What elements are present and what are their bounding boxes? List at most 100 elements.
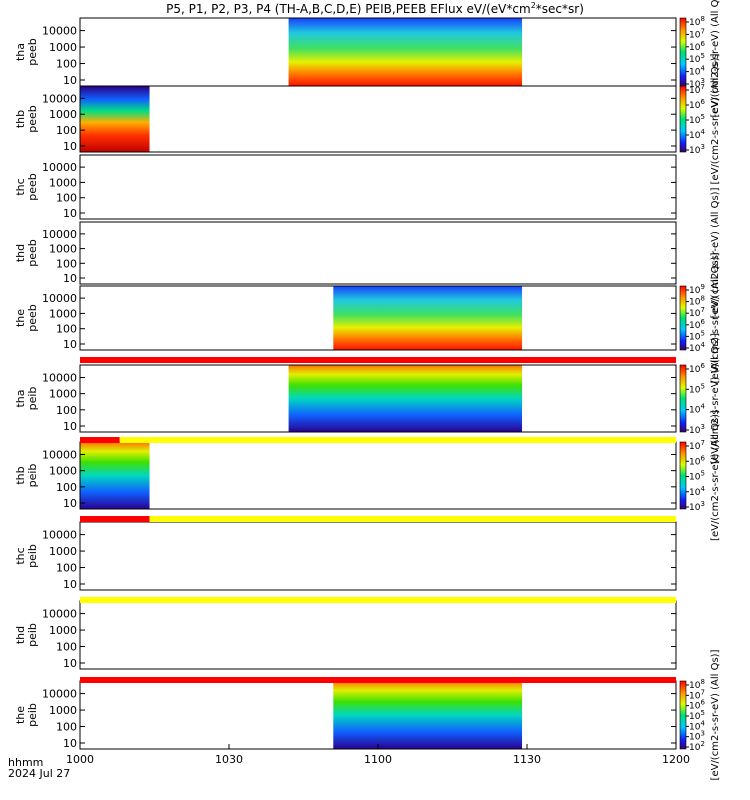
panel-label-product-thb-peib: peib — [26, 464, 39, 488]
y-tick-label-thc-peib: 10 — [63, 578, 77, 591]
flag-bars-group — [80, 357, 677, 683]
y-tick-label-thd-peeb: 100 — [56, 257, 77, 270]
footer-date: 2024 Jul 27 — [8, 767, 70, 780]
colorbar-tick-label-the-peib: 103 — [689, 730, 705, 743]
colorbar-label-the-peeb: [eV/(cm2-s-sr-eV) (All Qs)] — [710, 252, 721, 383]
panel-tha-peib: 10 100 1000 10000 tha peib 103 104 105 106 [eV/(cm… — [14, 333, 721, 464]
y-tick-label-thd-peeb: 10 — [63, 272, 77, 285]
panel-frame-thc-peib — [79, 521, 677, 591]
colorbar-tick-label-thb-peib: 107 — [689, 439, 705, 452]
spectrogram-data-thb-peib — [80, 442, 150, 509]
panel-thc-peib: 10 100 1000 10000 thc peib — [14, 521, 677, 591]
time-axis: 1000 1030 1100 1130 1200 — [66, 744, 690, 766]
colorbar-tick-label-the-peib: 105 — [689, 709, 705, 722]
colorbar-tick-label-the-peeb: 108 — [689, 295, 705, 308]
panel-label-probe-thd-peib: thd — [14, 626, 27, 644]
y-tick-label-thb-peib: 100 — [56, 481, 77, 494]
y-tick-label-tha-peib: 10 — [63, 420, 77, 433]
colorbar-label-the-peib: [eV/(cm2-s-sr-eV) (All Qs)] — [710, 649, 721, 780]
y-tick-label-thc-peeb: 10000 — [42, 161, 77, 174]
x-tick-label: 1200 — [662, 753, 690, 766]
panel-label-product-the-peeb: peeb — [26, 304, 39, 332]
colorbar-label-tha-peeb: [eV/(cm2-s-sr-eV) (All Qs)] — [710, 0, 721, 117]
colorbar-tha-peeb — [679, 17, 687, 87]
y-tick-label-tha-peeb: 10 — [63, 74, 77, 87]
colorbar-tick-label-tha-peeb: 106 — [689, 40, 705, 53]
panel-frame-thb-peeb — [79, 85, 677, 153]
panel-frame-tha-peib — [79, 364, 677, 433]
colorbar-tick-label-tha-peeb: 104 — [689, 65, 705, 78]
x-tick-label: 1000 — [66, 753, 94, 766]
x-tick-label: 1130 — [513, 753, 541, 766]
y-tick-label-the-peib: 100 — [56, 721, 77, 734]
colorbar-thb-peib — [679, 441, 687, 510]
spectrogram-data-tha-peib — [288, 365, 523, 432]
flag-segment-thd-peib — [80, 677, 676, 683]
y-tick-label-thd-peib: 10000 — [42, 608, 77, 621]
y-tick-label-tha-peib: 100 — [56, 404, 77, 417]
panel-label-probe-thb-peib: thb — [14, 466, 27, 484]
panel-label-product-thd-peib: peib — [26, 623, 39, 647]
figure-title: P5, P1, P2, P3, P4 (TH-A,B,C,D,E) PEIB,P… — [166, 1, 584, 16]
panel-label-probe-the-peeb: the — [14, 309, 27, 327]
colorbar-tick-label-thb-peeb: 105 — [689, 113, 705, 126]
colorbar-tha-peib — [679, 364, 687, 433]
y-tick-label-thb-peib: 10 — [63, 497, 77, 510]
y-tick-label-thc-peeb: 10 — [63, 207, 77, 220]
y-tick-label-the-peeb: 10000 — [42, 292, 77, 305]
y-tick-label-thb-peib: 10000 — [42, 448, 77, 461]
colorbar-label-thb-peeb: [eV/(cm2-s-sr-eV) (All Qs)] — [710, 53, 721, 184]
y-tick-label-thc-peeb: 100 — [56, 192, 77, 205]
spectrogram-data-the-peeb — [333, 286, 523, 350]
y-tick-label-the-peib: 10 — [63, 737, 77, 750]
y-tick-label-the-peib: 1000 — [49, 704, 77, 717]
colorbar-tick-label-tha-peeb: 108 — [689, 15, 705, 28]
panel-label-probe-tha-peeb: tha — [14, 43, 27, 61]
spectrogram-data-thb-peeb — [80, 86, 150, 152]
colorbar-tick-label-thb-peib: 105 — [689, 470, 705, 483]
panel-label-product-thd-peeb: peeb — [26, 239, 39, 267]
colorbar-tick-label-thb-peeb: 104 — [689, 128, 705, 141]
colorbar-tick-label-the-peib: 106 — [689, 699, 705, 712]
colorbar-tick-label-the-peib: 102 — [689, 740, 705, 753]
colorbar-thb-peeb — [679, 85, 687, 153]
title-main: P5, P1, P2, P3, P4 (TH-A,B,C,D,E) PEIB,P… — [166, 2, 531, 16]
colorbar-tick-label-the-peib: 104 — [689, 719, 705, 732]
title-tail: *sec*sr) — [536, 2, 584, 16]
y-tick-label-thc-peib: 1000 — [49, 545, 77, 558]
colorbar-tick-label-the-peeb: 105 — [689, 329, 705, 342]
flag-segment-thb-peib — [149, 516, 677, 522]
panel-frame-thb-peib — [79, 441, 677, 510]
panel-label-probe-thc-peeb: thc — [14, 178, 27, 195]
y-tick-label-thb-peeb: 10000 — [42, 92, 77, 105]
panel-label-product-tha-peeb: peeb — [26, 38, 39, 66]
y-tick-label-the-peeb: 10 — [63, 338, 77, 351]
colorbar-tick-label-tha-peeb: 103 — [689, 77, 705, 90]
panel-label-product-thb-peeb: peeb — [26, 105, 39, 133]
flag-segment-the-peeb — [80, 357, 676, 363]
panel-thc-peeb: 10 100 1000 10000 thc peeb — [14, 154, 677, 220]
y-tick-label-the-peeb: 100 — [56, 323, 77, 336]
colorbar-tick-label-the-peeb: 109 — [689, 283, 705, 296]
x-tick-label: 1030 — [215, 753, 243, 766]
colorbar-tick-label-the-peib: 108 — [689, 678, 705, 691]
panel-label-probe-thc-peib: thc — [14, 547, 27, 564]
panel-label-probe-tha-peib: tha — [14, 389, 27, 407]
y-tick-label-tha-peeb: 1000 — [49, 41, 77, 54]
y-tick-label-thb-peeb: 100 — [56, 124, 77, 137]
y-tick-label-thd-peib: 10 — [63, 657, 77, 670]
colorbar-tick-label-tha-peeb: 105 — [689, 52, 705, 65]
panel-label-probe-thd-peeb: thd — [14, 244, 27, 262]
colorbar-tick-label-thb-peeb: 103 — [689, 143, 705, 156]
panel-thd-peib: 10 100 1000 10000 thd peib — [14, 600, 677, 670]
y-tick-label-tha-peeb: 10000 — [42, 25, 77, 38]
colorbar-tick-label-thb-peeb: 106 — [689, 98, 705, 111]
colorbar-tick-label-thb-peeb: 107 — [689, 83, 705, 96]
colorbar-tick-label-tha-peib: 106 — [689, 362, 705, 375]
spectrogram-data-the-peib — [333, 681, 523, 749]
